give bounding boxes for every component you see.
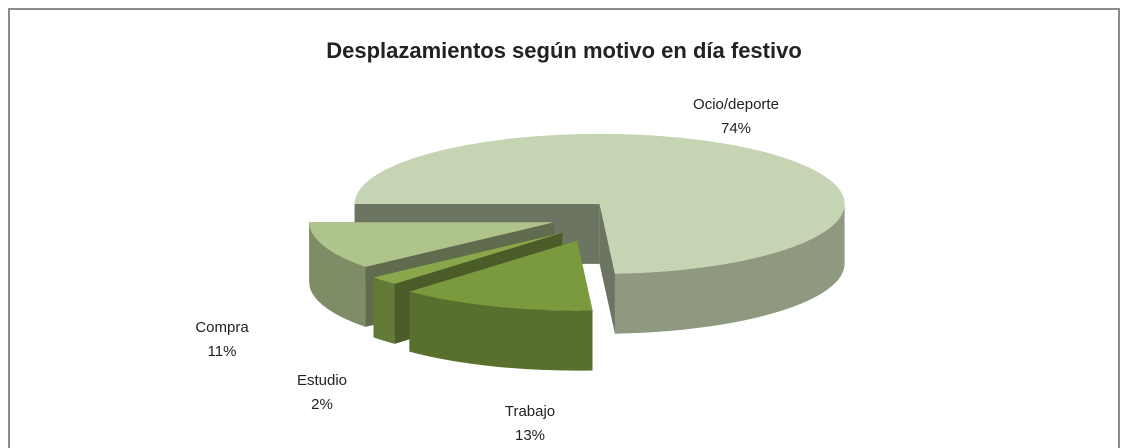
- slice-value-label: 13%: [515, 427, 545, 444]
- slice-value-label: 2%: [311, 396, 333, 413]
- slice-wall: [614, 203, 845, 334]
- chart-frame: [8, 8, 1120, 448]
- slice-wall: [309, 222, 366, 327]
- slice-wall: [373, 277, 395, 344]
- slice-top: [373, 232, 563, 284]
- slice-label: Trabajo: [505, 403, 555, 420]
- slice-value-label: 11%: [208, 343, 237, 360]
- slice-label: Compra: [195, 319, 249, 336]
- labels: Ocio/deporte 74% Trabajo 13% Estudio 2% Compra…: [195, 96, 779, 444]
- chart-title: Desplazamientos según motivo en día fest…: [326, 38, 802, 63]
- slice-value-label: 74%: [721, 120, 751, 137]
- slice-top: [354, 133, 845, 274]
- slice-label: Ocio/deporte: [693, 96, 779, 113]
- pie: [309, 133, 845, 371]
- slice-wall: [409, 291, 593, 371]
- pie-slice: [409, 240, 593, 371]
- slice-top: [409, 240, 593, 311]
- slice-top: [309, 222, 555, 267]
- slice-side: [599, 203, 615, 334]
- slice-label: Estudio: [297, 372, 347, 389]
